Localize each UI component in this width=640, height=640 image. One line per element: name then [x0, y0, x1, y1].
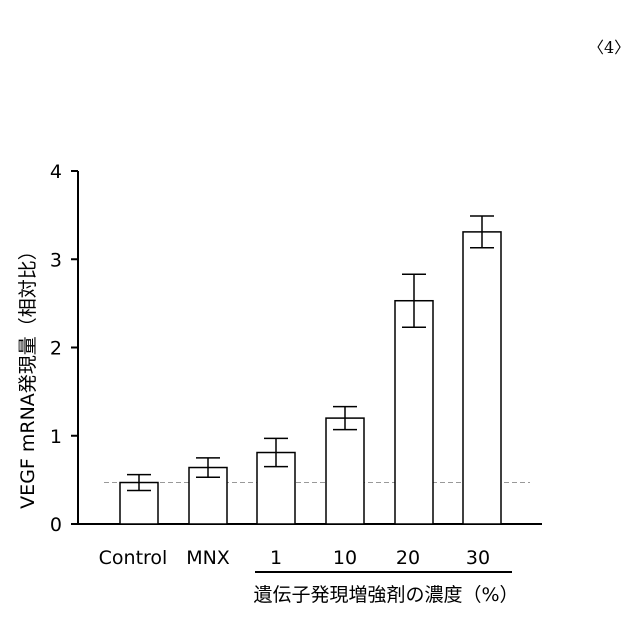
x-tick-label: 20	[396, 547, 420, 569]
x-tick-label: Control	[99, 547, 168, 569]
x-axis-label: 遺伝子発現増強剤の濃度（%）	[253, 584, 518, 606]
y-axis-label: VEGF mRNA発現量（相対比）	[17, 241, 39, 509]
x-tick-labels: Control MNX 1 10 20 30	[99, 547, 490, 569]
y-tick-label: 1	[50, 426, 62, 448]
x-tick-label: 30	[466, 547, 490, 569]
bar-20	[395, 301, 433, 524]
y-tick-label: 3	[50, 249, 62, 271]
bar-10	[326, 418, 364, 524]
bars	[120, 232, 501, 524]
x-tick-label: 10	[333, 547, 357, 569]
y-tick-label: 2	[50, 338, 62, 360]
x-tick-label: MNX	[186, 547, 230, 569]
error-bars	[127, 216, 494, 490]
y-ticks: 0 1 2 3 4	[50, 161, 78, 536]
bar-30	[463, 232, 501, 524]
y-tick-label: 0	[50, 514, 62, 536]
y-tick-label: 4	[50, 161, 62, 183]
x-tick-label: 1	[270, 547, 282, 569]
